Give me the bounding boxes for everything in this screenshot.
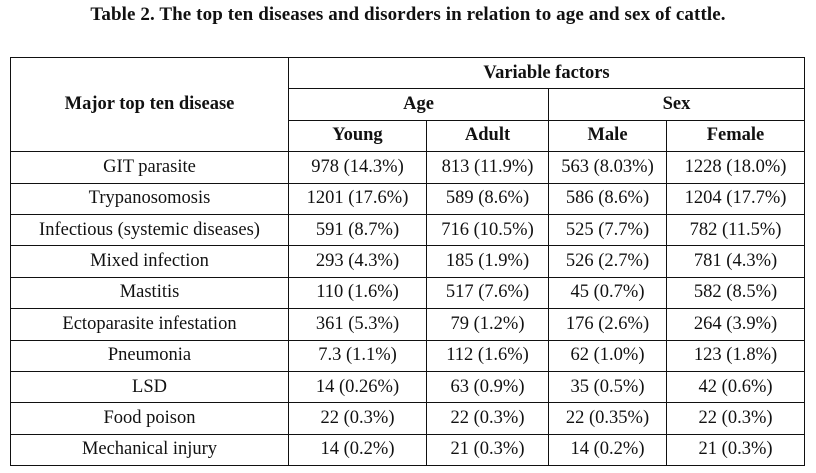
adult-cell: 716 (10.5%) [426,213,549,247]
disease-cell: Pneumonia [10,339,289,372]
young-cell: 591 (8.7%) [288,213,427,247]
disease-cell: Mastitis [10,276,289,310]
male-cell: 586 (8.6%) [548,182,667,215]
female-cell: 123 (1.8%) [665,339,806,372]
disease-cell: Mixed infection [10,245,289,278]
female-cell: 21 (0.3%) [665,433,806,467]
male-cell: 35 (0.5%) [548,370,667,404]
disease-cell: Trypanosomosis [10,182,289,215]
young-cell: 978 (14.3%) [288,151,427,184]
table-row: Mixed infection 293 (4.3%) 185 (1.9%) 52… [10,245,806,278]
variable-factors-header: Variable factors [287,56,806,90]
adult-cell: 185 (1.9%) [426,245,549,278]
young-cell: 1201 (17.6%) [288,182,427,215]
female-cell: 22 (0.3%) [665,402,806,435]
young-cell: 14 (0.2%) [288,433,427,467]
disease-cell: GIT parasite [10,151,289,184]
male-cell: 176 (2.6%) [548,308,667,341]
young-header: Young [288,119,427,153]
male-cell: 526 (2.7%) [548,245,667,278]
male-cell: 525 (7.7%) [548,213,667,247]
row-label-header: Major top ten disease [10,56,289,153]
female-cell: 264 (3.9%) [665,308,806,341]
female-cell: 1204 (17.7%) [665,182,806,215]
female-header: Female [665,119,806,153]
table-row: Ectoparasite infestation 361 (5.3%) 79 (… [10,308,806,341]
young-cell: 293 (4.3%) [288,245,427,278]
table-row: GIT parasite 978 (14.3%) 813 (11.9%) 563… [10,151,806,184]
male-cell: 563 (8.03%) [548,151,667,184]
young-cell: 110 (1.6%) [288,276,427,310]
adult-cell: 21 (0.3%) [426,433,549,467]
female-cell: 582 (8.5%) [665,276,806,310]
adult-cell: 63 (0.9%) [426,370,549,404]
age-header: Age [288,88,549,121]
table-row: Mechanical injury 14 (0.2%) 21 (0.3%) 14… [10,433,806,467]
table-row: Trypanosomosis 1201 (17.6%) 589 (8.6%) 5… [10,182,806,215]
disease-cell: Ectoparasite infestation [10,308,289,341]
table-row: Pneumonia 7.3 (1.1%) 112 (1.6%) 62 (1.0%… [10,339,806,372]
disease-cell: LSD [10,370,289,404]
male-header: Male [548,119,667,153]
disease-table: Major top ten disease Variable factors A… [10,56,806,467]
adult-cell: 589 (8.6%) [426,182,549,215]
adult-header: Adult [426,119,549,153]
female-cell: 781 (4.3%) [665,245,806,278]
adult-cell: 517 (7.6%) [426,276,549,310]
young-cell: 22 (0.3%) [288,402,427,435]
young-cell: 14 (0.26%) [288,370,427,404]
disease-cell: Mechanical injury [10,433,289,467]
adult-cell: 112 (1.6%) [426,339,549,372]
young-cell: 361 (5.3%) [288,308,427,341]
disease-cell: Food poison [10,402,289,435]
male-cell: 62 (1.0%) [548,339,667,372]
female-cell: 42 (0.6%) [665,370,806,404]
table-body: GIT parasite 978 (14.3%) 813 (11.9%) 563… [10,151,806,467]
male-cell: 45 (0.7%) [548,276,667,310]
female-cell: 782 (11.5%) [665,213,806,247]
male-cell: 14 (0.2%) [548,433,667,467]
young-cell: 7.3 (1.1%) [288,339,427,372]
female-cell: 1228 (18.0%) [665,151,806,184]
male-cell: 22 (0.35%) [548,402,667,435]
sex-header: Sex [547,88,806,121]
adult-cell: 79 (1.2%) [426,308,549,341]
adult-cell: 22 (0.3%) [426,402,549,435]
table-row: Infectious (systemic diseases) 591 (8.7%… [10,213,806,247]
table-row: LSD 14 (0.26%) 63 (0.9%) 35 (0.5%) 42 (0… [10,370,806,404]
table-caption: Table 2. The top ten diseases and disord… [90,4,726,25]
table-row: Food poison 22 (0.3%) 22 (0.3%) 22 (0.35… [10,402,806,435]
table-row: Mastitis 110 (1.6%) 517 (7.6%) 45 (0.7%)… [10,276,806,310]
adult-cell: 813 (11.9%) [426,151,549,184]
disease-cell: Infectious (systemic diseases) [10,213,289,247]
